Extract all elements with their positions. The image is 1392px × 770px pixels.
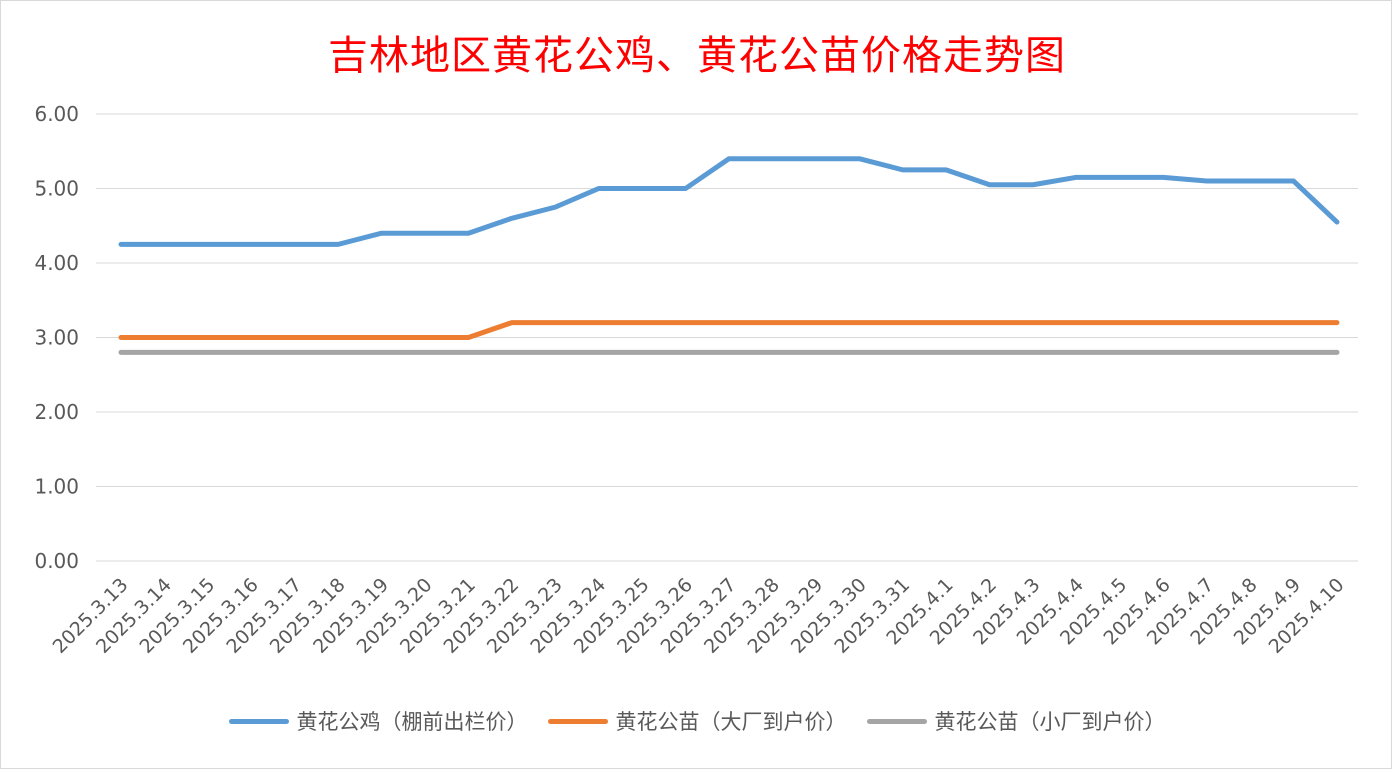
legend-swatch	[547, 718, 608, 724]
y-tick-label: 0.00	[34, 549, 79, 573]
x-axis-ticks: 2025.3.132025.3.142025.3.152025.3.162025…	[49, 574, 1349, 658]
legend-swatch	[866, 718, 927, 724]
y-tick-label: 4.00	[34, 251, 79, 275]
legend: 黄花公鸡（棚前出栏价） 黄花公苗（大厂到户价） 黄花公苗（小厂到户价）	[1, 706, 1392, 736]
y-tick-label: 2.00	[34, 400, 79, 424]
y-tick-label: 6.00	[34, 102, 79, 126]
legend-swatch	[228, 718, 289, 724]
series-line	[118, 156, 1340, 247]
legend-item: 黄花公苗（小厂到户价）	[866, 706, 1166, 736]
series-line	[118, 320, 1340, 340]
y-tick-label: 3.00	[34, 326, 79, 350]
y-axis-ticks: 0.00 1.00 2.00 3.00 4.00 5.00 6.00	[34, 102, 79, 573]
y-tick-label: 1.00	[34, 475, 79, 499]
chart-title: 吉林地区黄花公鸡、黄花公苗价格走势图	[328, 33, 1066, 79]
legend-item: 黄花公鸡（棚前出栏价）	[228, 706, 528, 736]
legend-item: 黄花公苗（大厂到户价）	[547, 706, 847, 736]
y-tick-label: 5.00	[34, 177, 79, 201]
legend-label: 黄花公苗（大厂到户价）	[615, 710, 847, 734]
series-lines	[118, 156, 1340, 355]
legend-label: 黄花公苗（小厂到户价）	[934, 710, 1166, 734]
legend-label: 黄花公鸡（棚前出栏价）	[296, 710, 528, 734]
